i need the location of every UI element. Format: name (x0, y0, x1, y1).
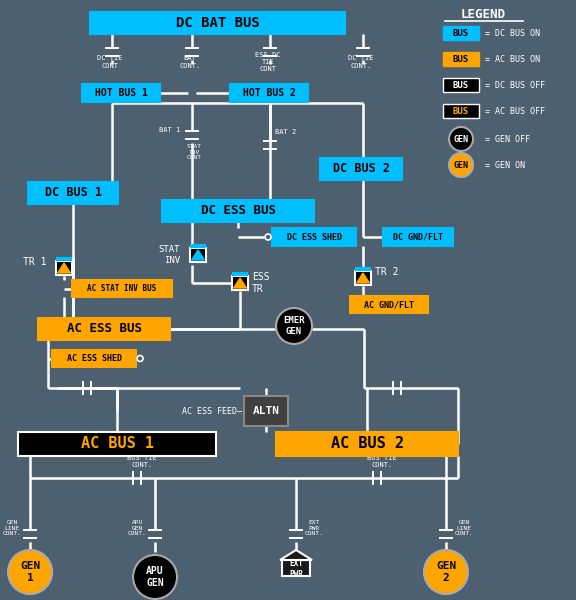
Text: EXT
PWR: EXT PWR (289, 559, 303, 578)
Text: ESS
TR: ESS TR (252, 272, 270, 294)
FancyBboxPatch shape (320, 158, 402, 180)
Text: AC BUS 2: AC BUS 2 (331, 437, 404, 451)
Text: AC STAT INV BUS: AC STAT INV BUS (88, 284, 157, 293)
FancyBboxPatch shape (350, 296, 428, 313)
Text: AC ESS FEED–: AC ESS FEED– (182, 407, 242, 415)
Polygon shape (192, 250, 204, 260)
Text: = GEN ON: = GEN ON (485, 160, 525, 169)
Text: GEN
LINE
CONT.: GEN LINE CONT. (3, 520, 21, 536)
Text: HOT BUS 2: HOT BUS 2 (242, 88, 295, 98)
Bar (282, 560, 310, 576)
Text: DC GND/FLT: DC GND/FLT (393, 232, 443, 241)
FancyBboxPatch shape (443, 26, 479, 40)
FancyBboxPatch shape (244, 396, 288, 426)
Text: = AC BUS OFF: = AC BUS OFF (485, 107, 545, 115)
FancyBboxPatch shape (52, 350, 136, 367)
FancyBboxPatch shape (230, 84, 308, 102)
Bar (355, 271, 372, 285)
FancyBboxPatch shape (82, 84, 160, 102)
Text: = GEN OFF: = GEN OFF (485, 134, 530, 143)
FancyBboxPatch shape (383, 228, 453, 246)
Text: GEN
1: GEN 1 (20, 561, 40, 583)
Bar (56, 261, 73, 275)
Text: EXT
PWR
CONT.: EXT PWR CONT. (305, 520, 323, 536)
Bar (232, 276, 248, 290)
Text: AC BUS 1: AC BUS 1 (81, 437, 154, 451)
Circle shape (424, 550, 468, 594)
Text: = DC BUS ON: = DC BUS ON (485, 28, 540, 37)
Text: HOT BUS 1: HOT BUS 1 (94, 88, 147, 98)
Polygon shape (280, 550, 312, 560)
Text: EMER
GEN: EMER GEN (283, 316, 305, 335)
Circle shape (137, 355, 143, 361)
Circle shape (449, 153, 473, 177)
Circle shape (276, 308, 312, 344)
Text: = AC BUS ON: = AC BUS ON (485, 55, 540, 64)
Text: ALTN: ALTN (252, 406, 279, 416)
Polygon shape (234, 278, 247, 288)
FancyBboxPatch shape (72, 280, 172, 297)
FancyBboxPatch shape (18, 432, 216, 456)
FancyBboxPatch shape (38, 318, 170, 340)
Text: DC BUS 1: DC BUS 1 (44, 187, 101, 199)
Text: GEN: GEN (453, 134, 468, 143)
Text: DC TIE
CONT: DC TIE CONT (97, 55, 123, 68)
Text: BUS: BUS (453, 80, 469, 89)
Text: BUS TIE
CONT.: BUS TIE CONT. (367, 455, 397, 468)
Text: DC ESS SHED: DC ESS SHED (286, 232, 342, 241)
Circle shape (449, 127, 473, 151)
Text: DC ESS BUS: DC ESS BUS (200, 205, 275, 217)
Text: BUS TIE
CONT.: BUS TIE CONT. (127, 455, 157, 468)
Text: TR 2: TR 2 (375, 267, 399, 277)
Bar (190, 248, 206, 262)
Text: BAT
CONT.: BAT CONT. (180, 55, 200, 68)
Polygon shape (357, 273, 369, 283)
Text: DC BAT BUS: DC BAT BUS (176, 16, 259, 30)
Circle shape (133, 555, 177, 599)
Circle shape (265, 234, 271, 240)
Text: AC ESS BUS: AC ESS BUS (67, 323, 142, 335)
Text: = DC BUS OFF: = DC BUS OFF (485, 80, 545, 89)
Text: GEN: GEN (453, 160, 468, 169)
FancyBboxPatch shape (443, 78, 479, 92)
FancyBboxPatch shape (443, 52, 479, 66)
Text: BAT 2: BAT 2 (275, 129, 296, 135)
Circle shape (8, 550, 52, 594)
Text: DC TIE
CONT.: DC TIE CONT. (348, 55, 374, 68)
FancyBboxPatch shape (443, 104, 479, 118)
Text: BUS: BUS (453, 55, 469, 64)
Text: DC BUS 2: DC BUS 2 (332, 163, 389, 175)
Polygon shape (58, 263, 70, 273)
Text: STAT
INV
CONT: STAT INV CONT (187, 143, 202, 160)
Text: GEN
2: GEN 2 (436, 561, 456, 583)
Text: BUS: BUS (453, 107, 469, 115)
Text: AC GND/FLT: AC GND/FLT (364, 300, 414, 309)
Text: LEGEND: LEGEND (461, 8, 506, 21)
Text: BAT 1: BAT 1 (159, 127, 180, 133)
FancyBboxPatch shape (276, 432, 458, 456)
FancyBboxPatch shape (162, 200, 314, 222)
FancyBboxPatch shape (272, 228, 356, 246)
Text: APU
GEN
CONT.: APU GEN CONT. (128, 520, 146, 536)
Text: AC ESS SHED: AC ESS SHED (67, 354, 122, 363)
FancyBboxPatch shape (90, 12, 345, 34)
Text: APU
GEN: APU GEN (146, 566, 164, 588)
Text: TR 1: TR 1 (22, 257, 46, 267)
Text: ESS DC
TIE
CONT: ESS DC TIE CONT (255, 52, 281, 72)
Text: GEN
LINE
CONT.: GEN LINE CONT. (454, 520, 473, 536)
Text: BUS: BUS (453, 28, 469, 37)
FancyBboxPatch shape (28, 182, 118, 204)
Text: STAT
INV: STAT INV (158, 245, 180, 265)
